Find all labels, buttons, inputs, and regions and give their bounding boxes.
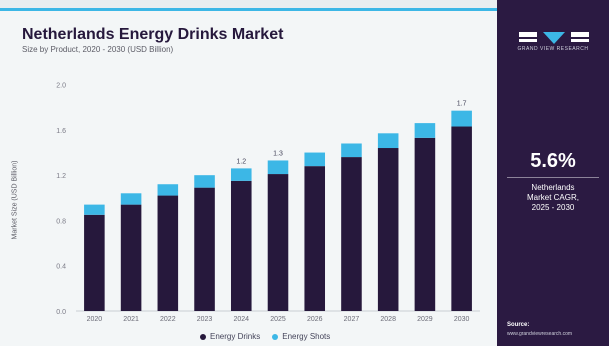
- bar-energy-shots: [157, 184, 179, 196]
- x-tick-label: 2026: [307, 316, 323, 323]
- bar-energy-drinks: [120, 204, 142, 311]
- y-tick-label: 0.8: [56, 218, 66, 225]
- source-label: Source:: [507, 322, 530, 328]
- y-tick-label: 2.0: [56, 83, 66, 90]
- chart-title: Netherlands Energy Drinks Market: [22, 26, 284, 43]
- bar-energy-drinks: [267, 174, 289, 311]
- y-tick-label: 1.2: [56, 173, 66, 180]
- legend-item-energy-drinks: Energy Drinks: [200, 332, 260, 341]
- x-tick-label: 2030: [454, 316, 470, 323]
- x-tick-label: 2027: [344, 316, 360, 323]
- energy-shots-swatch: [272, 333, 279, 340]
- cagr-desc-line-3: 2025 - 2030: [531, 203, 575, 212]
- bar-energy-drinks: [157, 195, 179, 311]
- legend-item-energy-shots: Energy Shots: [272, 332, 330, 341]
- x-tick-label: 2021: [123, 316, 139, 323]
- y-tick-label: 1.6: [56, 128, 66, 135]
- bar-energy-shots: [341, 143, 362, 158]
- bar-energy-drinks: [230, 180, 252, 311]
- grand-view-research-logo: [519, 32, 589, 44]
- x-tick-label: 2023: [197, 316, 213, 323]
- energy-drinks-swatch: [200, 333, 206, 340]
- bar-energy-shots: [414, 123, 436, 138]
- data-label: 1.7: [457, 101, 467, 108]
- data-label: 1.3: [273, 150, 283, 157]
- legend-label-energy-drinks: Energy Drinks: [210, 332, 261, 341]
- y-axis-label: Market Size (USD Billion): [11, 160, 19, 240]
- cagr-desc-line-1: Netherlands: [531, 183, 575, 192]
- bar-energy-drinks: [414, 137, 436, 311]
- source-link[interactable]: www.grandviewresearch.com: [507, 331, 573, 337]
- cagr-description: Netherlands Market CAGR, 2025 - 2030: [503, 183, 603, 213]
- bar-energy-shots: [230, 168, 252, 181]
- bar-energy-shots: [84, 204, 105, 215]
- bar-chart: 0.0 0.4 0.8 1.2 1.6 2.0 2020 2021 2022 2023 2024 20…: [56, 83, 480, 323]
- divider: [507, 177, 599, 178]
- y-tick-label: 0.0: [56, 309, 66, 316]
- x-tick-label: 2020: [87, 316, 103, 323]
- sidebar-panel: GRAND VIEW RESEARCH 5.6% Netherlands Mar…: [497, 0, 609, 346]
- bar-energy-drinks: [451, 126, 472, 311]
- bar-energy-drinks: [84, 214, 105, 311]
- y-tick-label: 0.4: [56, 264, 66, 271]
- cagr-value: 5.6%: [530, 150, 576, 172]
- brand-name: GRAND VIEW RESEARCH: [517, 46, 589, 52]
- accent-rule: [0, 8, 497, 11]
- bar-energy-shots: [120, 193, 142, 205]
- bar-energy-drinks: [194, 187, 215, 311]
- bar-energy-shots: [377, 133, 399, 149]
- x-tick-label: 2024: [233, 316, 249, 323]
- bar-energy-drinks: [377, 148, 399, 311]
- legend-label-energy-shots: Energy Shots: [282, 332, 331, 341]
- chart-subtitle: Size by Product, 2020 - 2030 (USD Billio…: [22, 45, 174, 54]
- bar-energy-drinks: [341, 157, 362, 311]
- bar-energy-drinks: [304, 166, 326, 311]
- chart-legend: Energy Drinks Energy Shots: [200, 332, 330, 341]
- x-tick-label: 2022: [160, 316, 176, 323]
- data-label: 1.2: [236, 158, 246, 165]
- x-tick-label: 2029: [417, 316, 433, 323]
- bar-energy-shots: [267, 160, 289, 175]
- bar-energy-shots: [194, 175, 215, 188]
- bar-energy-shots: [304, 152, 326, 167]
- x-tick-label: 2028: [380, 316, 396, 323]
- cagr-desc-line-2: Market CAGR,: [526, 193, 579, 202]
- bar-energy-shots: [451, 110, 472, 127]
- x-tick-label: 2025: [270, 316, 286, 323]
